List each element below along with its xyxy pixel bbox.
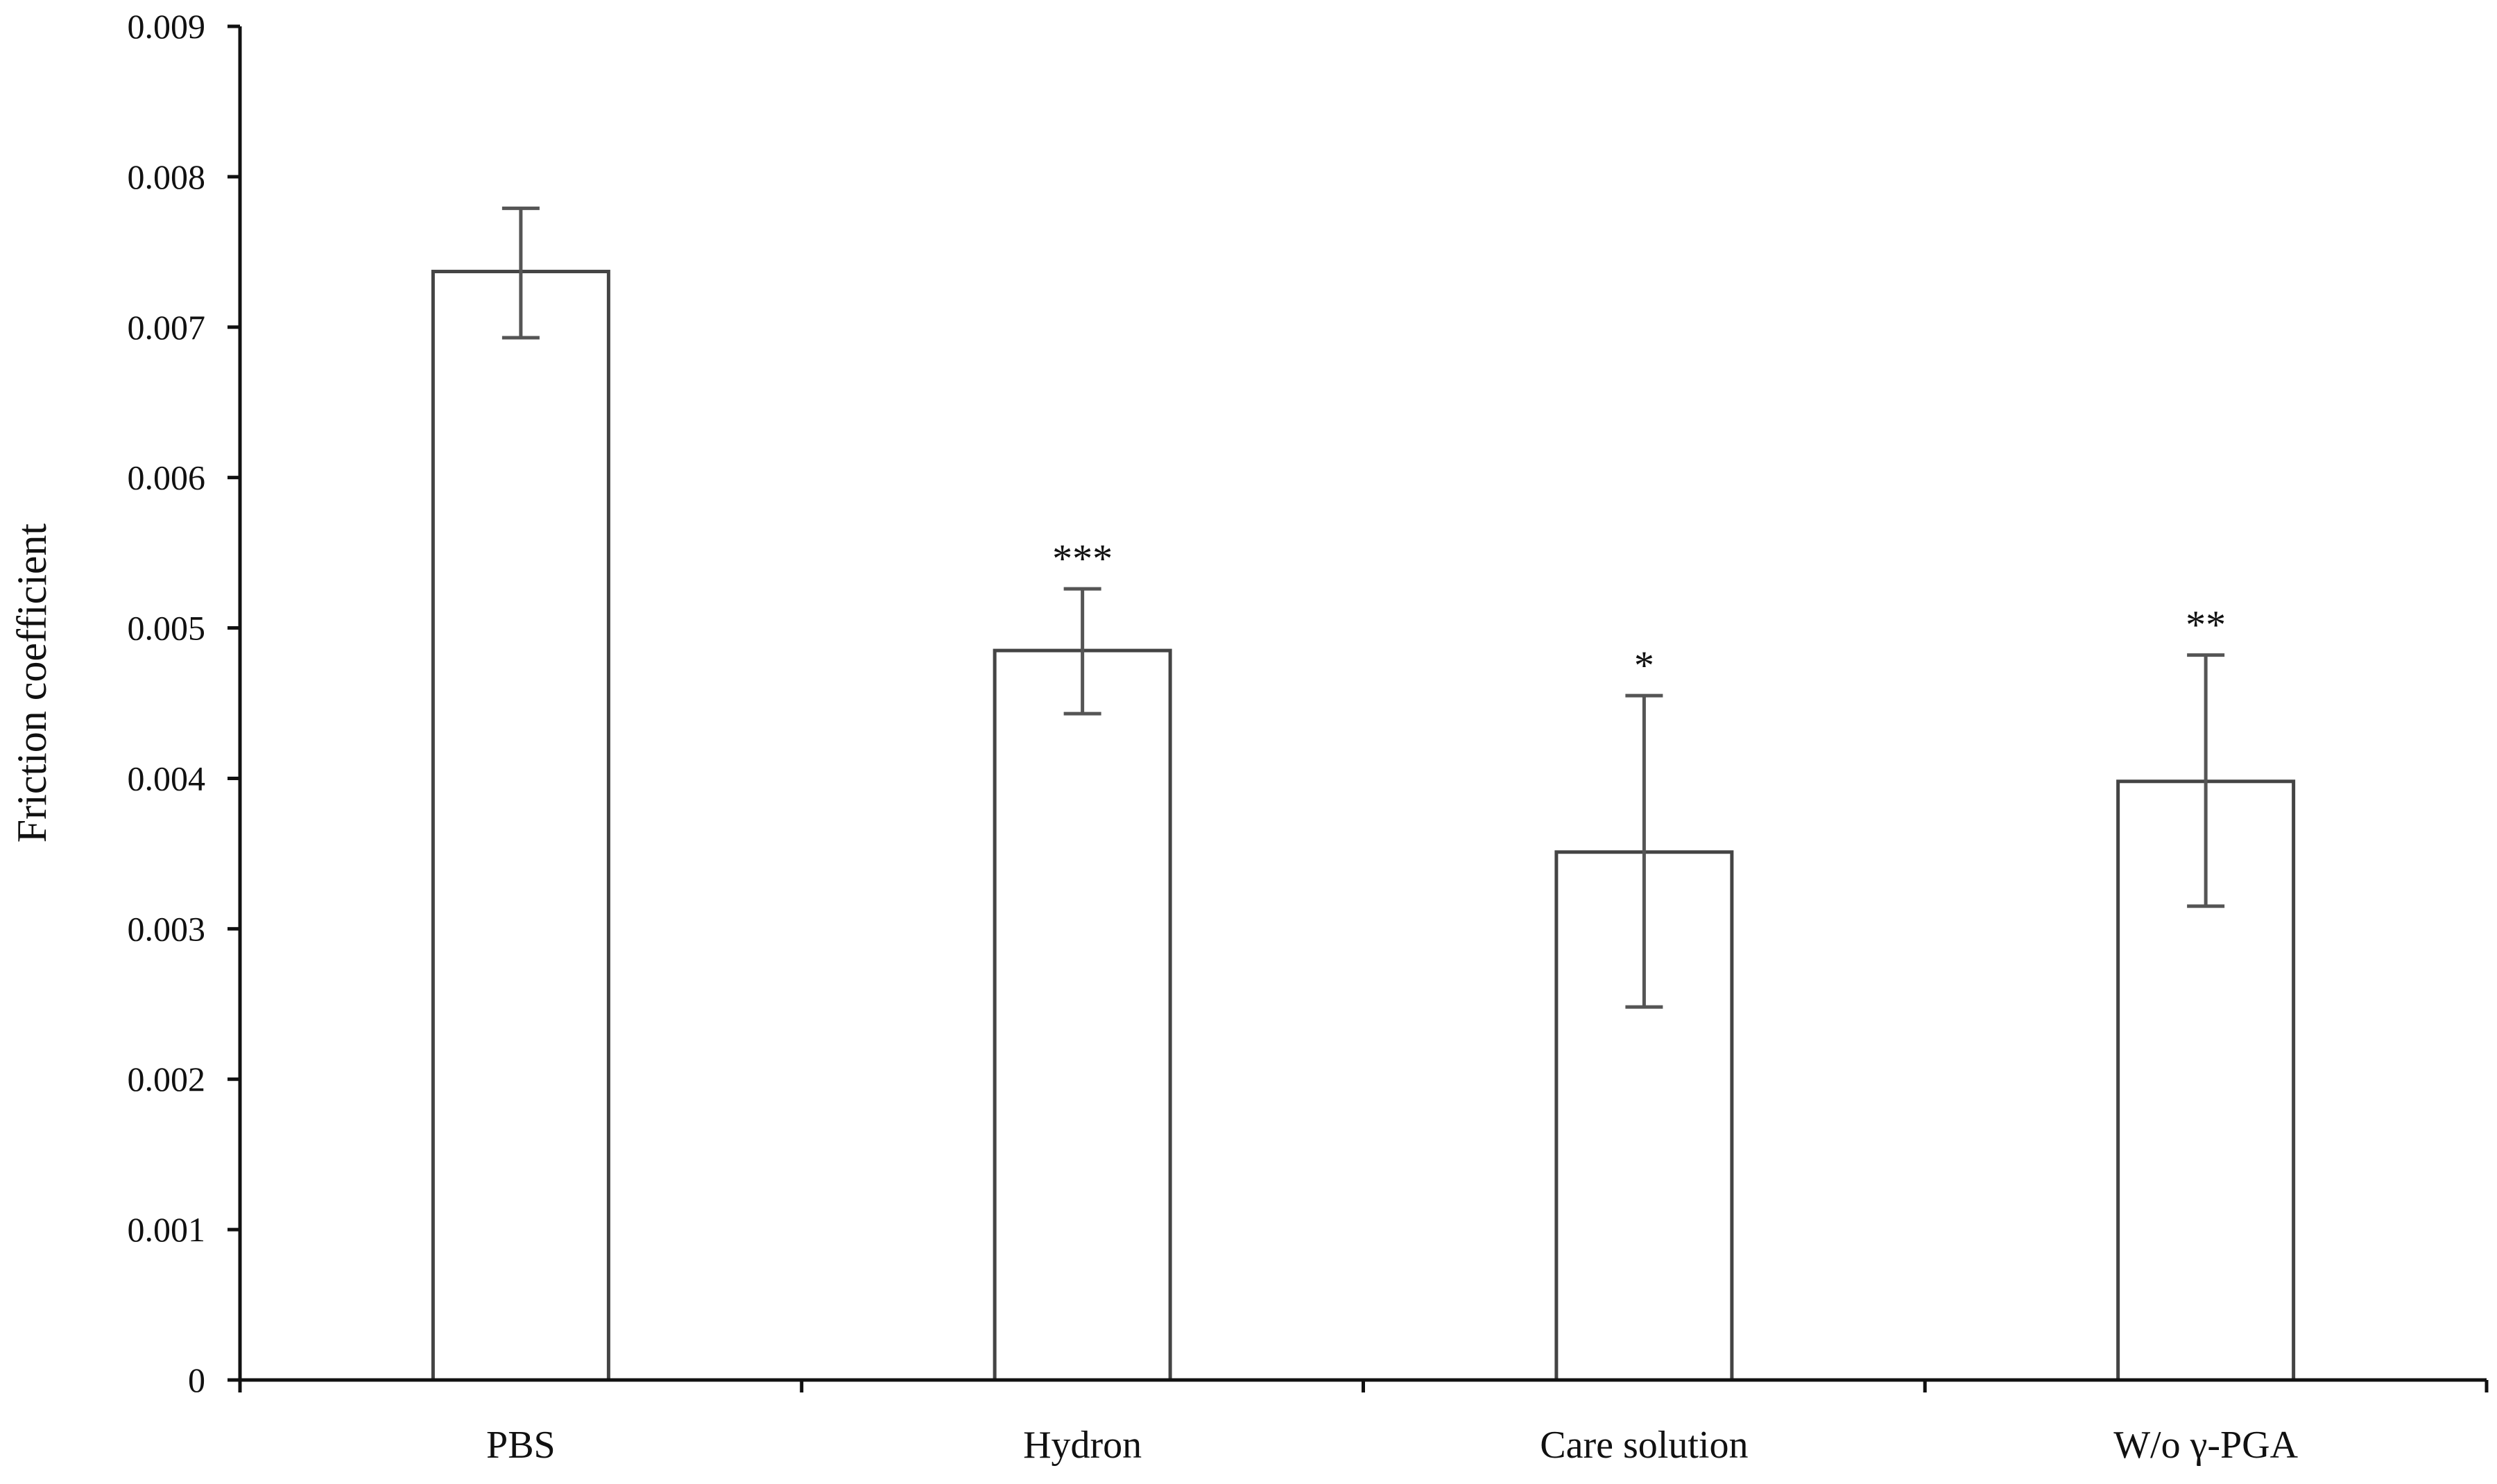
category-label-0: PBS (486, 1424, 556, 1467)
y-tick-label-5: 0.005 (128, 609, 206, 648)
category-label-3: W/o γ-PGA (2113, 1424, 2298, 1467)
category-label-2: Care solution (1540, 1424, 1748, 1467)
y-tick-label-2: 0.002 (128, 1060, 206, 1098)
y-tick-label-4: 0.004 (128, 759, 206, 797)
axes-layer (228, 24, 2489, 1392)
bar-0 (431, 270, 610, 1382)
bar-1 (993, 648, 1172, 1382)
y-tick-label-3: 0.003 (128, 909, 206, 948)
y-tick-label-9: 0.009 (128, 7, 206, 46)
y-tick-label-8: 0.008 (128, 157, 206, 196)
significance-label-1: *** (1052, 536, 1113, 581)
labels-layer: PBS *** Hydron * Care solution ** W/o γ-PGA 0 0.… (128, 7, 2299, 1467)
y-tick-label-0: 0 (188, 1361, 205, 1399)
y-tick-label-1: 0.001 (128, 1210, 206, 1249)
significance-label-2: * (1634, 643, 1654, 688)
y-axis-title: Friction coefficient (9, 523, 55, 843)
category-label-1: Hydron (1023, 1424, 1142, 1467)
significance-label-3: ** (2186, 603, 2226, 648)
bars-layer (431, 206, 2296, 1382)
y-tick-label-7: 0.007 (128, 308, 206, 347)
y-tick-label-6: 0.006 (128, 458, 206, 497)
